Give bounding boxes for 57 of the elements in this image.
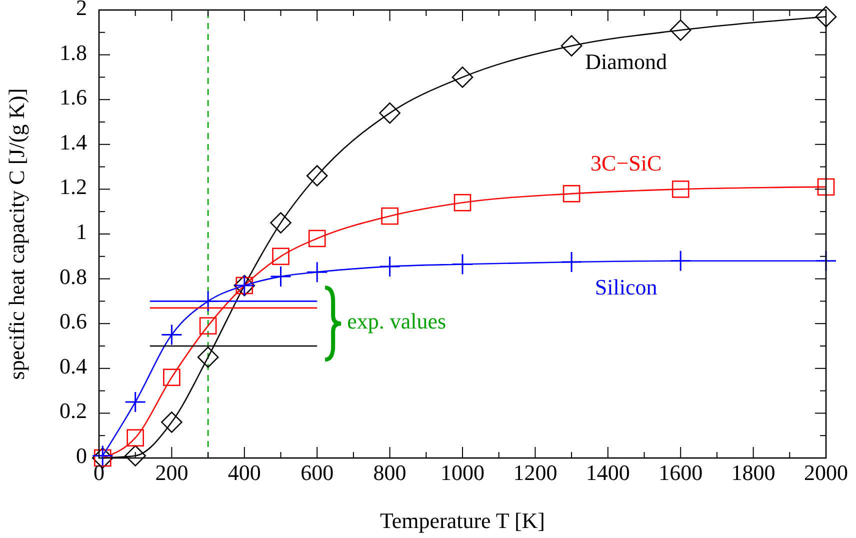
- y-tick-label: 0.2: [60, 398, 87, 424]
- point: [308, 230, 326, 248]
- y-tick-label: 1.8: [60, 40, 87, 65]
- series-label: Silicon: [594, 274, 658, 300]
- point: [270, 266, 292, 288]
- x-tick-label: 2000: [804, 460, 848, 485]
- point: [272, 248, 290, 266]
- x-tick-label: 800: [373, 460, 406, 485]
- point: [379, 102, 400, 124]
- point: [452, 253, 474, 275]
- y-tick-label: 1: [76, 219, 87, 244]
- point: [560, 251, 582, 273]
- x-tick-label: 600: [300, 460, 334, 485]
- point: [161, 412, 182, 433]
- x-tick-label: 1000: [440, 460, 484, 485]
- series-label: Diamond: [585, 49, 668, 74]
- point: [670, 20, 692, 41]
- point: [306, 261, 328, 283]
- y-tick-label: 0: [76, 443, 87, 468]
- point: [454, 194, 472, 212]
- annotation: exp. values: [347, 308, 446, 334]
- point: [379, 256, 401, 278]
- point: [562, 185, 580, 202]
- x-tick-label: 400: [228, 460, 261, 485]
- point: [670, 250, 692, 272]
- x-tick-label: 1400: [586, 460, 630, 485]
- x-tick-label: 1600: [658, 460, 703, 485]
- y-tick-label: 1.4: [60, 129, 87, 154]
- point: [270, 212, 292, 234]
- y-axis-title: specific heat capacity C [J/(g K)]: [4, 88, 29, 380]
- y-tick-label: 1.2: [60, 174, 87, 200]
- point: [163, 368, 180, 386]
- point: [124, 391, 146, 413]
- point: [560, 35, 582, 56]
- point: [817, 178, 835, 196]
- point: [452, 66, 474, 88]
- x-axis-title: Temperature T [K]: [380, 508, 546, 533]
- point: [160, 324, 182, 346]
- y-tick-label: 0.6: [60, 308, 87, 334]
- point: [126, 429, 144, 446]
- point: [306, 165, 328, 186]
- point: [381, 207, 398, 225]
- x-tick-label: 200: [155, 460, 188, 485]
- point: [197, 346, 219, 368]
- y-tick-label: 2: [76, 0, 87, 20]
- series-label: 3C−SiC: [590, 150, 662, 176]
- y-tick-label: 1.6: [60, 84, 87, 110]
- x-tick-label: 1800: [731, 460, 776, 485]
- x-tick-label: 1200: [513, 460, 558, 485]
- point: [815, 250, 837, 272]
- x-tick-label: 0: [94, 460, 104, 485]
- y-tick-label: 0.4: [60, 353, 87, 378]
- point: [124, 445, 146, 466]
- point: [815, 6, 837, 28]
- point: [199, 317, 217, 334]
- point: [672, 180, 690, 198]
- y-tick-label: 0.8: [60, 264, 87, 289]
